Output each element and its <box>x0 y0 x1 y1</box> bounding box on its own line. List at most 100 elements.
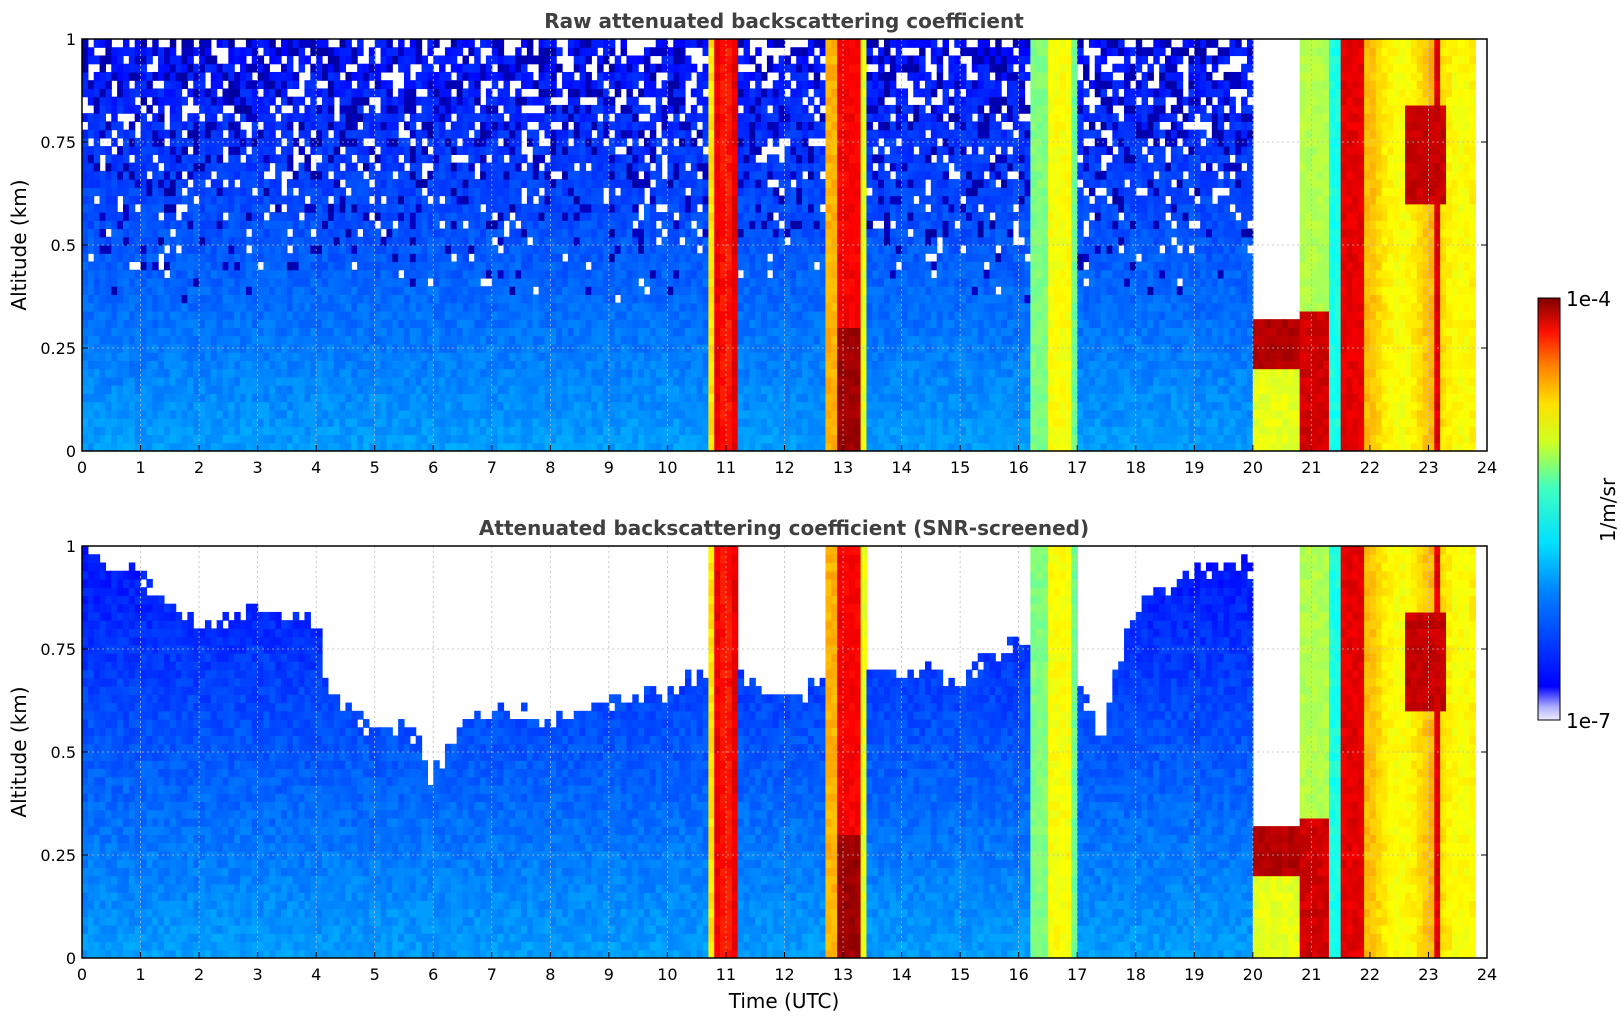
heatmap-cell <box>503 434 510 444</box>
heatmap-cell <box>140 39 147 48</box>
heatmap-cell <box>240 80 247 90</box>
heatmap-cell <box>684 277 692 287</box>
heatmap-cell <box>304 55 311 65</box>
heatmap-cell <box>181 212 188 221</box>
heatmap-cell <box>210 96 218 106</box>
heatmap-cell <box>608 236 616 246</box>
heatmap-cell <box>122 245 130 254</box>
heatmap-cell <box>316 376 323 386</box>
heatmap-cell <box>597 137 604 147</box>
heatmap-cell <box>591 319 598 328</box>
heatmap-cell <box>708 195 715 205</box>
heatmap-cell <box>714 170 721 180</box>
heatmap-cell <box>567 236 575 246</box>
heatmap-cell <box>626 376 633 386</box>
heatmap-cell <box>667 442 674 451</box>
heatmap-cell <box>679 385 686 394</box>
heatmap-cell <box>626 195 633 205</box>
heatmap-cell <box>626 401 633 411</box>
heatmap-cell <box>134 368 142 378</box>
heatmap-cell <box>298 96 306 106</box>
heatmap-cell <box>521 442 528 451</box>
heatmap-cell <box>298 113 306 122</box>
heatmap-cell <box>708 434 715 444</box>
heatmap-cell <box>327 80 335 90</box>
heatmap-cell <box>567 71 575 81</box>
heatmap-cell <box>632 352 639 361</box>
heatmap-cell <box>316 294 323 304</box>
heatmap-cell <box>450 442 458 451</box>
heatmap-cell <box>696 393 704 403</box>
heatmap-cell <box>374 409 382 419</box>
heatmap-cell <box>327 154 335 164</box>
heatmap-cell <box>263 96 270 106</box>
heatmap-cell <box>591 121 598 131</box>
heatmap-cell <box>567 418 575 427</box>
heatmap-cell <box>603 434 610 444</box>
heatmap-cell <box>649 146 657 155</box>
heatmap-cell <box>216 368 224 378</box>
heatmap-cell <box>363 426 370 436</box>
heatmap-cell <box>298 129 306 139</box>
heatmap-cell <box>497 146 505 155</box>
heatmap-cell <box>263 113 270 122</box>
heatmap-cell <box>497 418 505 427</box>
heatmap-cell <box>128 269 136 279</box>
heatmap-cell <box>509 245 516 254</box>
heatmap-cell <box>111 401 118 411</box>
heatmap-cell <box>655 170 663 180</box>
heatmap-cell <box>257 71 265 81</box>
heatmap-cell <box>474 352 481 361</box>
heatmap-cell <box>708 236 715 246</box>
heatmap-cell <box>497 39 505 48</box>
heatmap-cell <box>626 162 633 172</box>
heatmap-cell <box>152 228 159 238</box>
heatmap-cell <box>251 137 259 147</box>
heatmap-cell <box>357 39 364 48</box>
heatmap-cell <box>661 385 669 394</box>
heatmap-cell <box>234 212 241 221</box>
heatmap-cell <box>526 269 534 279</box>
heatmap-cell <box>661 294 669 304</box>
heatmap-cell <box>240 203 247 213</box>
heatmap-cell <box>392 253 399 263</box>
heatmap-cell <box>117 335 124 345</box>
heatmap-cell <box>456 245 464 254</box>
heatmap-cell <box>626 187 633 197</box>
heatmap-cell <box>644 352 651 361</box>
heatmap-cell <box>474 277 481 287</box>
heatmap-cell <box>573 121 581 131</box>
heatmap-cell <box>491 327 499 337</box>
heatmap-cell <box>163 236 171 246</box>
heatmap-cell <box>538 261 546 271</box>
heatmap-cell <box>714 212 721 221</box>
heatmap-cell <box>111 220 118 230</box>
heatmap-cell <box>538 385 546 394</box>
heatmap-cell <box>521 63 528 73</box>
heatmap-cell <box>562 154 569 164</box>
heatmap-cell <box>474 195 481 205</box>
heatmap-cell <box>468 96 475 106</box>
heatmap-cell <box>146 319 153 328</box>
heatmap-cell <box>644 170 651 180</box>
heatmap-cell <box>491 277 499 287</box>
heatmap-cell <box>310 253 317 263</box>
heatmap-cell <box>234 302 241 312</box>
heatmap-cell <box>690 212 698 221</box>
heatmap-cell <box>146 71 153 81</box>
heatmap-cell <box>245 269 253 279</box>
heatmap-cell <box>603 327 610 337</box>
heatmap-cell <box>99 113 107 122</box>
heatmap-cell <box>281 401 288 411</box>
heatmap-cell <box>503 170 510 180</box>
heatmap-cell <box>158 277 165 287</box>
heatmap-cell <box>134 401 142 411</box>
heatmap-cell <box>374 113 382 122</box>
heatmap-cell <box>403 434 411 444</box>
heatmap-cell <box>122 286 130 296</box>
heatmap-cell <box>585 253 592 263</box>
heatmap-cell <box>585 286 592 296</box>
heatmap-cell <box>199 212 206 221</box>
heatmap-cell <box>503 310 510 320</box>
heatmap-cell <box>468 368 475 378</box>
